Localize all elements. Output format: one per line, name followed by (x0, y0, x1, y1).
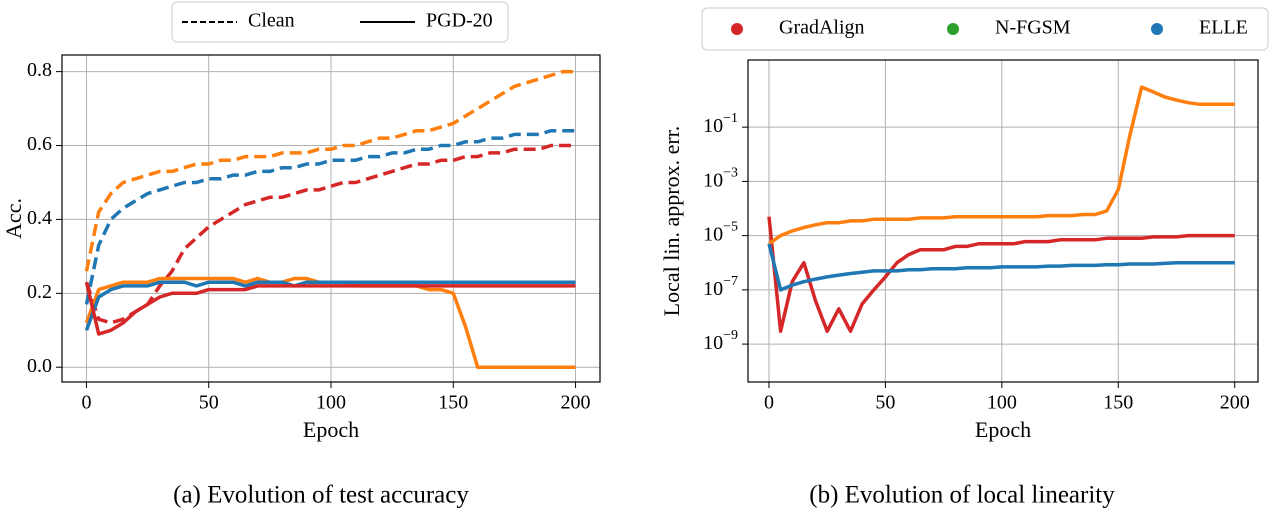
plot-frame (747, 59, 1259, 383)
y-tick-exponent: −5 (723, 220, 738, 235)
legend-box (701, 7, 1269, 51)
legend-label: Clean (248, 10, 295, 32)
y-tick-label: 0.4 (27, 207, 52, 229)
series-line (84, 281, 576, 336)
y-tick-base: 10 (703, 169, 723, 191)
legend-label: ELLE (1199, 17, 1248, 39)
y-tick-label: 0.8 (27, 59, 52, 81)
y-axis-label: Acc. (1, 198, 26, 239)
x-tick-label: 0 (764, 392, 774, 414)
caption: (a) Evolution of test accuracy (173, 482, 469, 509)
y-tick-label: 0.0 (27, 355, 52, 377)
y-tick-base: 10 (703, 223, 723, 245)
y-tick-label: 0.2 (27, 281, 52, 303)
legend-marker (947, 23, 959, 35)
x-tick-label: 200 (561, 392, 591, 414)
legend-marker (1151, 23, 1163, 35)
y-tick-label: 0.6 (27, 133, 52, 155)
x-tick-label: 200 (1220, 392, 1250, 414)
y-tick-base: 10 (703, 277, 723, 299)
y-tick-label: 10−5 (703, 220, 738, 245)
x-axis-label: Epoch (975, 417, 1031, 442)
legend-label: PGD-20 (426, 10, 493, 32)
legend-box (171, 1, 509, 43)
series-line (767, 243, 1235, 292)
series-line (84, 143, 576, 325)
plot-frame (61, 54, 601, 383)
x-tick-label: 50 (875, 392, 895, 414)
series-line (767, 85, 1235, 246)
x-tick-label: 100 (316, 392, 346, 414)
y-tick-label: 10−7 (703, 274, 738, 299)
x-axis-label: Epoch (303, 417, 359, 442)
x-tick-label: 100 (987, 392, 1017, 414)
x-tick-label: 0 (81, 392, 91, 414)
y-tick-label: 10−1 (703, 111, 738, 136)
y-tick-base: 10 (703, 115, 723, 137)
series-line (767, 216, 1235, 333)
y-tick-label: 10−3 (703, 166, 738, 191)
series-line (84, 128, 576, 305)
series-line (84, 69, 576, 272)
x-tick-label: 50 (199, 392, 219, 414)
legend-marker (731, 23, 743, 35)
y-tick-base: 10 (703, 332, 723, 354)
y-tick-exponent: −9 (723, 328, 738, 343)
y-tick-label: 10−9 (703, 328, 738, 353)
legend-label: GradAlign (779, 17, 865, 39)
x-tick-label: 150 (1103, 392, 1133, 414)
x-tick-label: 150 (438, 392, 468, 414)
y-tick-exponent: −3 (723, 166, 738, 181)
y-tick-exponent: −1 (723, 111, 738, 126)
y-axis-label: Local lin. approx. err. (659, 126, 684, 317)
y-tick-exponent: −7 (723, 274, 738, 289)
legend-label: N-FGSM (995, 17, 1071, 39)
caption: (b) Evolution of local linearity (809, 482, 1115, 509)
series-line (84, 280, 576, 331)
